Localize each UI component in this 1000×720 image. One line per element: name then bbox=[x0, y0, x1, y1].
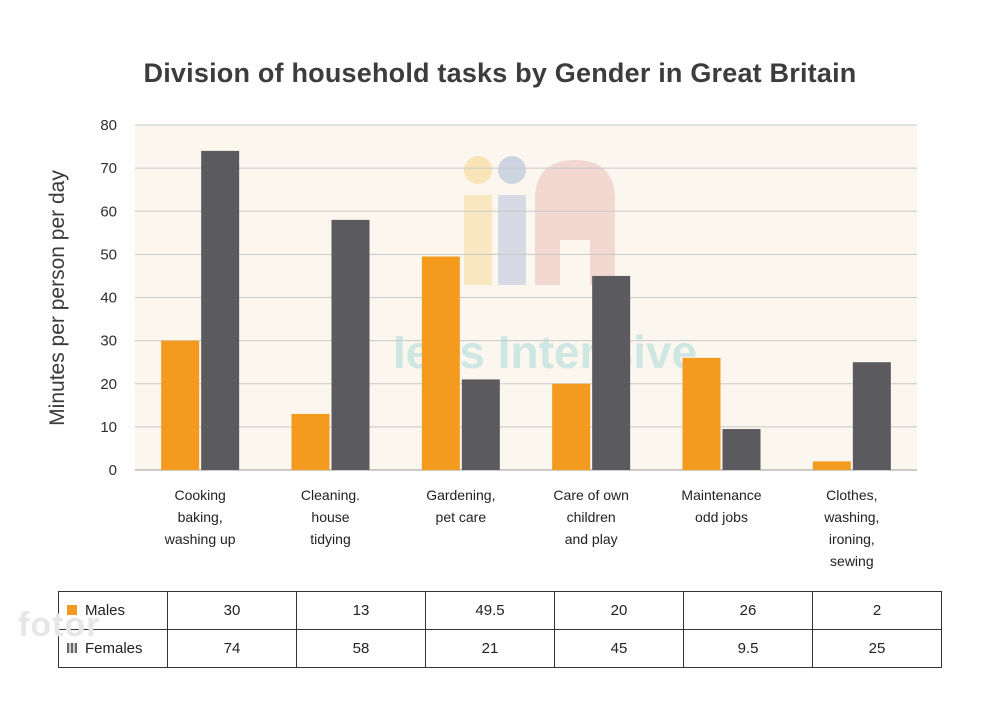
bar-females bbox=[722, 429, 761, 470]
y-tick-label: 80 bbox=[100, 117, 117, 134]
chart-title: Division of household tasks by Gender in… bbox=[143, 58, 857, 88]
table-cell: 25 bbox=[812, 629, 942, 668]
watermark-dot bbox=[464, 156, 492, 184]
bar-males bbox=[421, 256, 460, 470]
bar-females bbox=[592, 275, 631, 470]
legend-label-females: Females bbox=[85, 640, 143, 657]
x-category-label: Clothes, washing, ironing, sewing bbox=[823, 487, 879, 569]
bar-females bbox=[201, 150, 240, 470]
table-row: Males 30 13 49.5 20 26 2 bbox=[58, 591, 942, 630]
females-swatch bbox=[67, 643, 77, 654]
legend-males: Males bbox=[58, 591, 168, 630]
bar-males bbox=[552, 383, 591, 470]
y-tick-label: 0 bbox=[109, 462, 117, 479]
data-table: Males 30 13 49.5 20 26 2 Females 74 58 2… bbox=[58, 591, 942, 668]
y-tick-label: 60 bbox=[100, 203, 117, 220]
table-cell: 9.5 bbox=[683, 629, 813, 668]
y-axis-label: Minutes per person per day bbox=[46, 170, 69, 426]
y-tick-label: 70 bbox=[100, 160, 117, 177]
table-cell: 74 bbox=[167, 629, 297, 668]
x-category-label: Gardening, pet care bbox=[426, 487, 495, 525]
y-tick-label: 50 bbox=[100, 246, 117, 263]
y-tick-label: 20 bbox=[100, 376, 117, 393]
bars bbox=[161, 150, 891, 470]
x-category-label: Care of own children and play bbox=[553, 487, 628, 547]
y-tick-label: 40 bbox=[100, 290, 117, 307]
y-tick-label: 30 bbox=[100, 333, 117, 350]
table-cell: 20 bbox=[554, 591, 684, 630]
watermark-letter bbox=[535, 160, 615, 285]
table-cell: 58 bbox=[296, 629, 426, 668]
table-cell: 26 bbox=[683, 591, 813, 630]
legend-label-males: Males bbox=[85, 602, 126, 619]
watermark-dot bbox=[498, 156, 526, 184]
x-category-label: Maintenance odd jobs bbox=[681, 487, 761, 525]
table-cell: 30 bbox=[167, 591, 297, 630]
bar-males bbox=[161, 340, 200, 470]
table-cell: 45 bbox=[554, 629, 684, 668]
watermark-stroke bbox=[464, 195, 492, 285]
table-cell: 21 bbox=[425, 629, 555, 668]
bar-females bbox=[331, 219, 370, 470]
x-category-label: Cleaning. house tidying bbox=[301, 487, 360, 547]
x-axis-categories: Cooking baking, washing up Cleaning. house ti… bbox=[164, 487, 880, 569]
x-category-label: Cooking baking, washing up bbox=[164, 487, 236, 547]
table-cell: 49.5 bbox=[425, 591, 555, 630]
bar-males bbox=[682, 357, 721, 470]
table-cell: 13 bbox=[296, 591, 426, 630]
bar-females bbox=[461, 379, 500, 470]
bar-males bbox=[291, 413, 330, 470]
legend-females: Females bbox=[58, 629, 168, 668]
table-row: Females 74 58 21 45 9.5 25 bbox=[58, 629, 942, 668]
corner-watermark: fotor bbox=[18, 606, 101, 644]
table-cell: 2 bbox=[812, 591, 942, 630]
y-axis-ticks: 0 10 20 30 40 50 60 70 80 bbox=[100, 117, 117, 479]
watermark-stroke bbox=[498, 195, 526, 285]
gridlines bbox=[135, 124, 917, 471]
bar-males bbox=[812, 461, 851, 470]
y-tick-label: 10 bbox=[100, 419, 117, 436]
bar-females bbox=[852, 362, 891, 470]
males-swatch bbox=[67, 605, 77, 616]
